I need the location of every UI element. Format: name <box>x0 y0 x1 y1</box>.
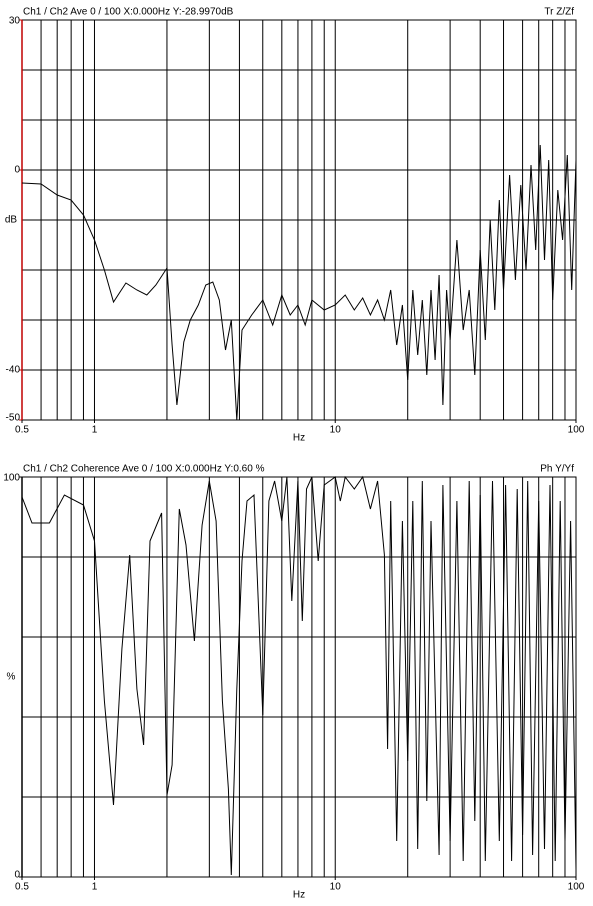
x-tick-label: 1 <box>92 882 98 893</box>
x-tick-label: 10 <box>330 425 342 436</box>
header-right: Tr Z/Zf <box>544 7 574 18</box>
header-left: Ch1 / Ch2 Coherence Ave 0 / 100 X:0.000H… <box>23 464 265 475</box>
x-tick-label: 10 <box>330 882 342 893</box>
x-tick-label: 100 <box>568 425 585 436</box>
x-tick-label: 0.5 <box>15 425 29 436</box>
x-tick-label: 100 <box>568 882 585 893</box>
data-line <box>21 144 577 421</box>
y-tick-label: 100 <box>3 473 20 484</box>
header-left: Ch1 / Ch2 Ave 0 / 100 X:0.000Hz Y:-28.99… <box>23 7 234 18</box>
y-tick-label: -40 <box>6 365 21 376</box>
x-axis-label: Hz <box>293 433 305 444</box>
data-line <box>21 475 577 876</box>
x-axis-label: Hz <box>293 890 305 901</box>
y-axis-label: dB <box>5 215 18 226</box>
y-axis-label: % <box>7 672 16 683</box>
y-tick-label: -50 <box>6 413 21 424</box>
plot-frame <box>21 476 577 878</box>
x-tick-label: 0.5 <box>15 882 29 893</box>
y-tick-label: 0 <box>14 165 20 176</box>
y-tick-label: 0 <box>14 870 20 881</box>
header-right: Ph Y/Yf <box>540 464 574 475</box>
x-tick-label: 1 <box>92 425 98 436</box>
y-tick-label: 30 <box>9 16 21 27</box>
